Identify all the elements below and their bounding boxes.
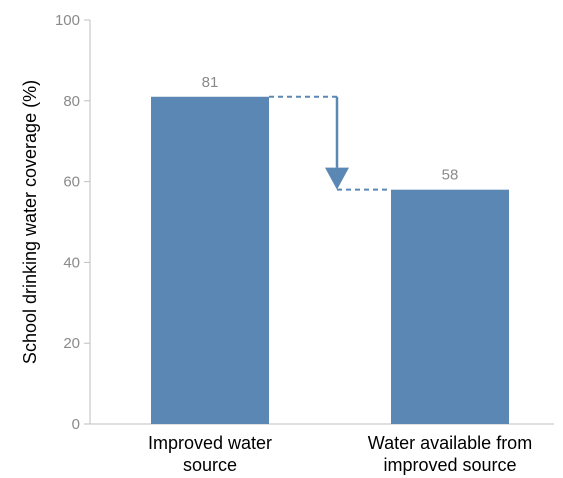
- category-label: Water available from: [368, 433, 532, 453]
- y-tick-label: 80: [63, 93, 80, 110]
- drop-arrow: [269, 95, 391, 191]
- data-label: 58: [442, 167, 459, 184]
- y-tick-label: 0: [72, 416, 80, 433]
- bars: 81 58: [151, 74, 509, 424]
- category-label: Improved water: [148, 433, 272, 453]
- bar: [151, 96, 269, 424]
- bar: [391, 189, 509, 424]
- y-tick-label: 20: [63, 335, 80, 352]
- y-tick-label: 40: [63, 254, 80, 271]
- arrow-head: [325, 167, 349, 190]
- y-ticks: 0 20 40 60 80 100: [55, 12, 90, 433]
- y-tick-label: 100: [55, 12, 80, 29]
- data-label: 81: [202, 74, 219, 91]
- category-label: improved source: [383, 455, 516, 475]
- y-axis-label: School drinking water coverage (%): [20, 80, 40, 364]
- category-label: source: [183, 455, 237, 475]
- y-tick-label: 60: [63, 174, 80, 191]
